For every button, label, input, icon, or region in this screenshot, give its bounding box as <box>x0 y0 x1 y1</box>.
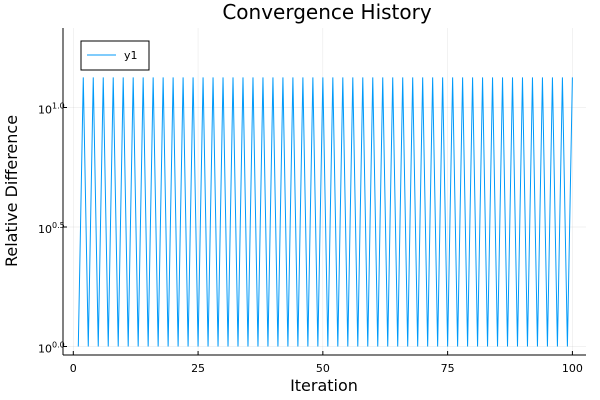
x-axis-label: Iteration <box>290 376 358 395</box>
x-ticks: 0 25 50 75 100 <box>70 351 583 375</box>
y-tick-label: 101.0 <box>38 102 65 117</box>
chart-title: Convergence History <box>222 0 432 24</box>
x-tick-label: 75 <box>441 362 455 375</box>
x-tick-label: 25 <box>191 362 205 375</box>
x-tick-label: 0 <box>70 362 77 375</box>
legend-label-y1: y1 <box>124 49 138 62</box>
legend: y1 <box>80 40 150 71</box>
series-line-y1 <box>77 77 573 347</box>
y-tick-label: 100.5 <box>38 221 65 236</box>
y-axis-label: Relative Difference <box>2 115 21 267</box>
axes <box>62 28 586 356</box>
x-tick-label: 100 <box>562 362 583 375</box>
y-ticks: 100.0 100.5 101.0 <box>38 102 67 356</box>
x-tick-label: 50 <box>316 362 330 375</box>
y-tick-label: 100.0 <box>38 341 65 356</box>
